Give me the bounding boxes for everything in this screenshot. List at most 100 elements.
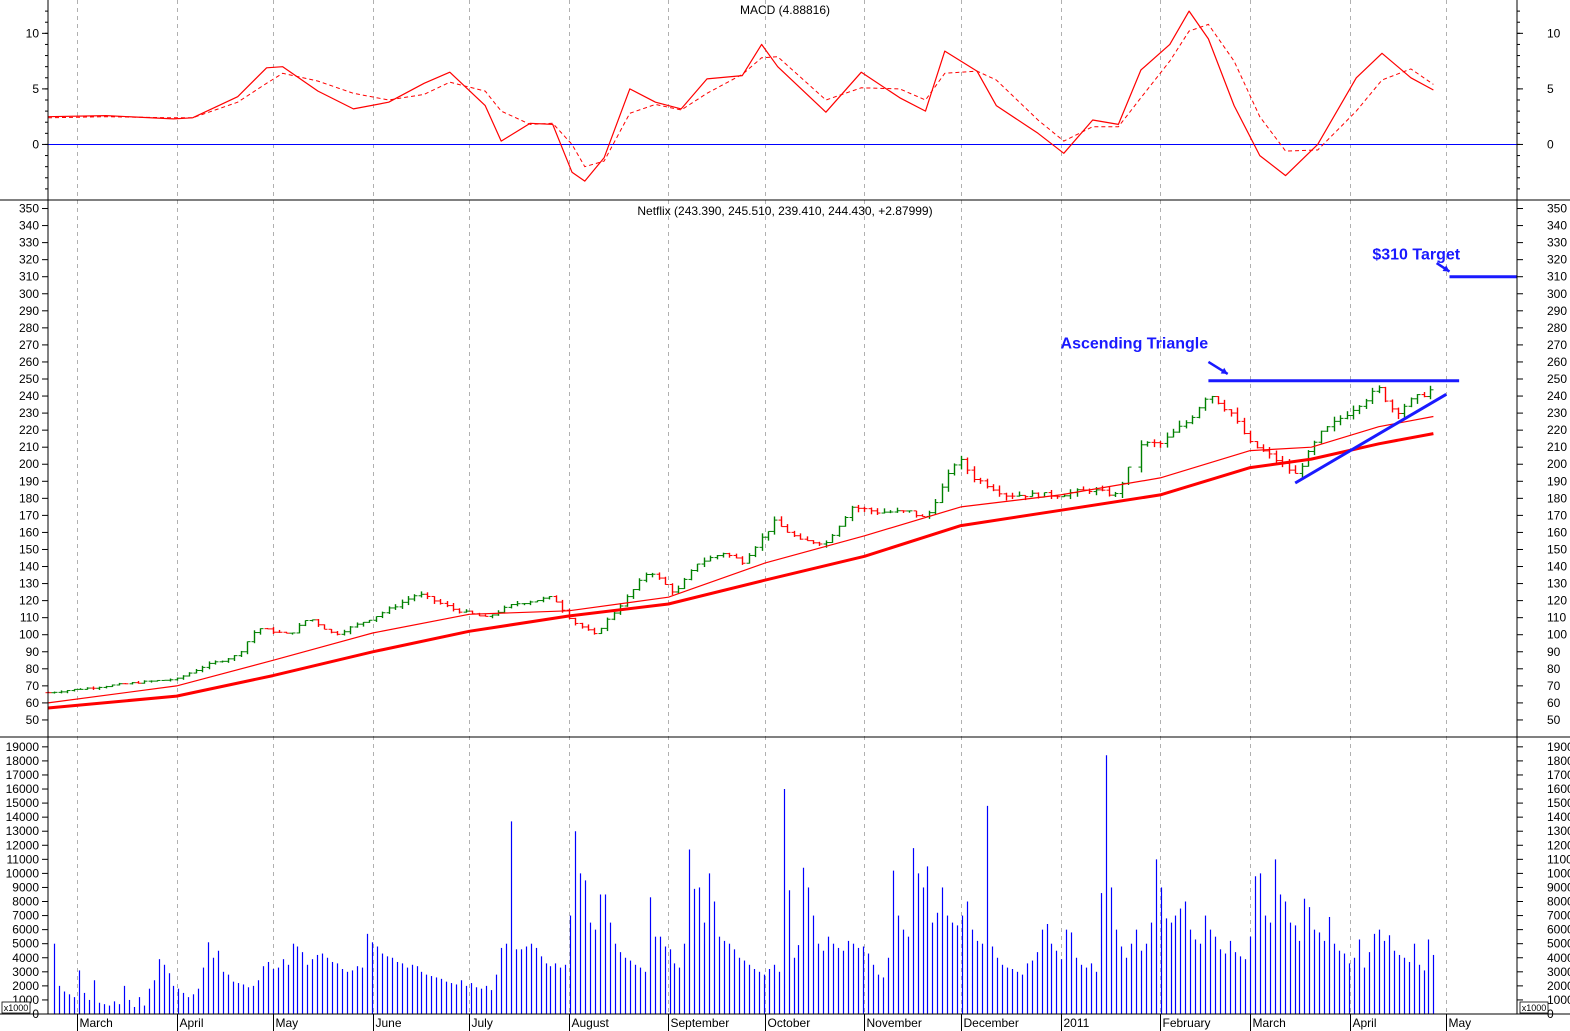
y-tick-label-right: 11000 — [1547, 852, 1570, 866]
y-tick-label-right: 10 — [1547, 26, 1561, 40]
y-tick-label-left: 6000 — [12, 923, 39, 937]
y-tick-label-right: 12000 — [1547, 838, 1570, 852]
macd-panel: MACD (4.88816) — [47, 3, 1517, 182]
y-tick-label-left: 200 — [19, 457, 39, 471]
annotation-label: Ascending Triangle — [1061, 335, 1209, 352]
y-tick-label-left: 230 — [19, 406, 39, 420]
y-tick-label-left: 320 — [19, 253, 39, 267]
y-tick-label-left: 310 — [19, 270, 39, 284]
y-tick-label-right: 130 — [1547, 577, 1567, 591]
y-tick-label-right: 110 — [1547, 611, 1566, 625]
y-tick-label-left: 170 — [19, 508, 39, 522]
y-tick-label-left: 2000 — [12, 979, 39, 993]
y-tick-label-right: 14000 — [1547, 810, 1570, 824]
y-tick-label-right: 19000 — [1547, 740, 1570, 754]
y-tick-label-right: 100 — [1547, 628, 1567, 642]
x-tick-label: November — [867, 1016, 922, 1030]
y-tick-label-right: 200 — [1547, 457, 1567, 471]
annotation-arrowhead — [1220, 367, 1228, 374]
x-tick-label: June — [376, 1016, 402, 1030]
y-tick-label-left: 9000 — [12, 880, 39, 894]
y-tick-label-left: 160 — [19, 525, 39, 539]
x-tick-label: October — [768, 1016, 811, 1030]
y-tick-label-right: 180 — [1547, 491, 1567, 505]
annotation-label: $310 Target — [1372, 247, 1460, 264]
y-tick-label-left: 240 — [19, 389, 39, 403]
y-tick-label-left: 5 — [32, 82, 39, 96]
y-tick-label-right: 90 — [1547, 645, 1561, 659]
y-tick-label-left: 340 — [19, 219, 39, 233]
grid-layer — [77, 0, 1447, 1014]
y-tick-label-left: 270 — [19, 338, 39, 352]
y-tick-label-right: 10000 — [1547, 866, 1570, 880]
y-tick-label-left: 250 — [19, 372, 39, 386]
y-tick-label-right: 140 — [1547, 560, 1567, 574]
y-tick-label-right: 330 — [1547, 236, 1567, 250]
y-tick-label-right: 70 — [1547, 679, 1561, 693]
y-tick-label-right: 240 — [1547, 389, 1567, 403]
x-tick-label: September — [671, 1016, 730, 1030]
y-tick-label-right: 170 — [1547, 508, 1567, 522]
y-tick-label-left: 280 — [19, 321, 39, 335]
price-title: Netflix (243.390, 245.510, 239.410, 244.… — [637, 204, 932, 218]
x-tick-label: February — [1163, 1016, 1211, 1030]
volume-unit-label: x1000 — [1522, 1003, 1547, 1013]
y-tick-label-left: 13000 — [6, 824, 40, 838]
y-tick-label-right: 280 — [1547, 321, 1567, 335]
x-tick-label: April — [180, 1016, 204, 1030]
x-tick-label: 2011 — [1064, 1016, 1090, 1030]
y-tick-label-right: 0 — [1547, 1007, 1554, 1021]
x-tick-label: April — [1353, 1016, 1377, 1030]
y-tick-label-right: 5000 — [1547, 937, 1570, 951]
volume-unit-box — [1519, 1001, 1549, 1014]
moving-average-line — [47, 432, 1434, 710]
y-tick-label-left: 150 — [19, 542, 39, 556]
y-tick-label-left: 350 — [19, 202, 39, 216]
y-tick-label-right: 340 — [1547, 219, 1567, 233]
y-tick-label-right: 5 — [1547, 82, 1554, 96]
y-tick-label-left: 12000 — [6, 838, 40, 852]
y-tick-label-left: 11000 — [7, 852, 40, 866]
macd-line — [47, 10, 1434, 182]
y-tick-label-right: 60 — [1547, 696, 1561, 710]
y-tick-label-right: 150 — [1547, 542, 1567, 556]
x-tick-label: August — [572, 1016, 610, 1030]
y-tick-label-left: 60 — [26, 696, 40, 710]
y-tick-label-left: 8000 — [12, 895, 39, 909]
y-tick-label-left: 10000 — [6, 866, 40, 880]
y-tick-label-left: 17000 — [6, 768, 40, 782]
volume-unit-label: x1000 — [4, 1003, 29, 1013]
y-tick-label-right: 220 — [1547, 423, 1567, 437]
y-tick-label-left: 140 — [19, 560, 39, 574]
y-tick-label-right: 120 — [1547, 594, 1567, 608]
moving-average-line — [47, 415, 1434, 704]
x-tick-label: March — [80, 1016, 113, 1030]
y-tick-label-left: 50 — [26, 713, 40, 727]
y-tick-label-left: 90 — [26, 645, 40, 659]
y-tick-label-left: 80 — [26, 662, 40, 676]
y-tick-label-right: 350 — [1547, 202, 1567, 216]
y-tick-label-left: 110 — [20, 611, 39, 625]
y-tick-label-left: 4000 — [12, 951, 39, 965]
y-tick-label-left: 3000 — [12, 965, 39, 979]
y-tick-label-left: 19000 — [6, 740, 40, 754]
y-tick-label-right: 3000 — [1547, 965, 1570, 979]
volume-unit-box — [1, 1001, 31, 1014]
x-tick-label: December — [964, 1016, 1019, 1030]
y-tick-label-right: 15000 — [1547, 796, 1570, 810]
y-tick-label-left: 300 — [19, 287, 39, 301]
y-tick-label-left: 120 — [19, 594, 39, 608]
y-tick-label-left: 10 — [26, 26, 40, 40]
y-tick-label-right: 270 — [1547, 338, 1567, 352]
y-tick-label-right: 250 — [1547, 372, 1567, 386]
price-panel: Netflix (243.390, 245.510, 239.410, 244.… — [45, 204, 1517, 710]
y-tick-label-left: 260 — [19, 355, 39, 369]
y-tick-label-right: 8000 — [1547, 895, 1570, 909]
x-tick-label: May — [276, 1016, 299, 1030]
y-tick-label-right: 0 — [1547, 137, 1554, 151]
y-tick-label-right: 2000 — [1547, 979, 1570, 993]
y-tick-label-left: 330 — [19, 236, 39, 250]
y-tick-label-right: 310 — [1547, 270, 1567, 284]
y-tick-label-right: 290 — [1547, 304, 1567, 318]
